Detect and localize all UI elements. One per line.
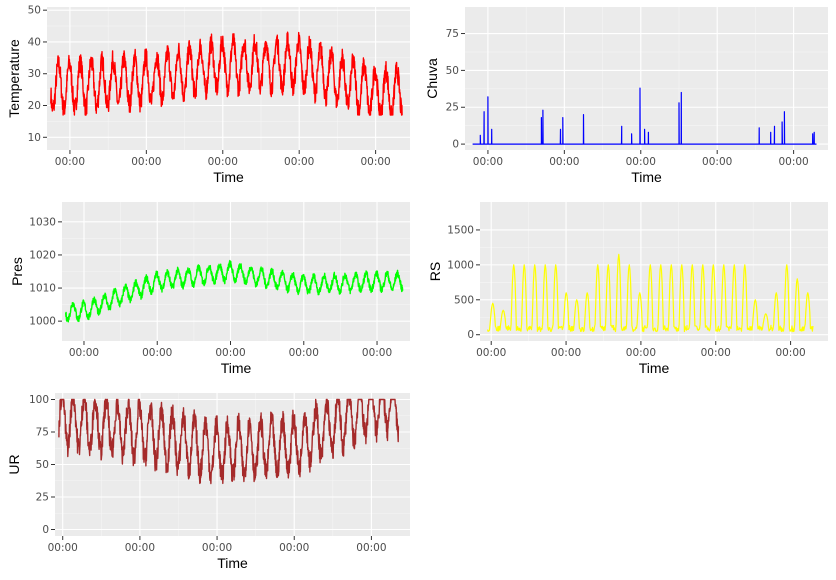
y-tick-label: 1000: [447, 259, 474, 271]
rs-series-line: [486, 253, 814, 333]
y-tick-label: 0: [42, 524, 49, 536]
x-tick-label: 00:00: [142, 347, 172, 359]
x-tick-label: 00:00: [208, 156, 238, 168]
x-tick-label: 00:00: [775, 347, 805, 359]
y-tick-label: 100: [29, 394, 49, 406]
ur-series-line: [58, 398, 400, 485]
y-tick-label: 500: [454, 294, 474, 306]
x-tick-label: 00:00: [551, 347, 581, 359]
y-tick-label: 30: [28, 68, 41, 80]
x-tick-label: 00:00: [131, 156, 161, 168]
y-tick-label: 75: [446, 28, 459, 40]
y-tick-label: 1500: [447, 224, 474, 236]
rs-x-axis-title: Time: [639, 360, 670, 376]
y-tick-label: 40: [28, 36, 41, 48]
x-tick-label: 00:00: [48, 542, 78, 554]
y-tick-label: 75: [36, 427, 49, 439]
x-tick-label: 00:00: [549, 156, 579, 168]
x-tick-label: 00:00: [476, 347, 506, 359]
x-tick-label: 00:00: [702, 156, 732, 168]
chuva-series-line: [472, 87, 817, 145]
y-tick-label: 1020: [29, 249, 56, 261]
x-tick-label: 00:00: [279, 542, 309, 554]
x-tick-label: 00:00: [289, 347, 319, 359]
y-tick-label: 0: [467, 329, 474, 341]
temperature-x-axis-title: Time: [213, 169, 244, 185]
rs-y-axis-title: RS: [427, 262, 443, 281]
y-tick-label: 1030: [29, 216, 56, 228]
chuva-x-axis-title: Time: [631, 169, 662, 185]
pres-panel: 1000 1010 1020 1030 00:00 00:00 00:00 00:00 00:0…: [9, 202, 410, 376]
pres-y-axis-title: Pres: [9, 257, 25, 286]
x-tick-label: 00:00: [125, 542, 155, 554]
y-tick-label: 10: [28, 132, 41, 144]
temperature-series-line: [50, 31, 403, 116]
chuva-plot-area: [465, 7, 828, 150]
x-tick-label: 00:00: [701, 347, 731, 359]
x-tick-label: 00:00: [626, 156, 656, 168]
pres-series-line: [65, 259, 404, 323]
x-tick-label: 00:00: [360, 156, 390, 168]
y-tick-label: 50: [446, 65, 459, 77]
ur-y-axis-title: UR: [6, 454, 22, 474]
x-tick-label: 00:00: [778, 156, 808, 168]
rs-plot-area: [480, 202, 828, 341]
x-tick-label: 00:00: [215, 347, 245, 359]
pres-x-axis-title: Time: [221, 360, 252, 376]
y-tick-label: 1010: [29, 283, 56, 295]
y-tick-label: 25: [36, 492, 49, 504]
y-tick-label: 20: [28, 100, 41, 112]
y-tick-label: 50: [36, 459, 49, 471]
chuva-y-axis-title: Chuva: [424, 58, 440, 99]
x-tick-label: 00:00: [202, 542, 232, 554]
y-tick-label: 25: [446, 102, 459, 114]
x-tick-label: 00:00: [55, 156, 85, 168]
x-tick-label: 00:00: [362, 347, 392, 359]
y-tick-label: 1000: [29, 316, 56, 328]
y-tick-label: 50: [28, 5, 41, 17]
x-tick-label: 00:00: [356, 542, 386, 554]
x-tick-label: 00:00: [69, 347, 99, 359]
temperature-y-axis-title: Temperature: [6, 39, 22, 118]
temperature-plot-area: [47, 7, 410, 150]
y-tick-label: 0: [452, 139, 459, 151]
x-tick-label: 00:00: [473, 156, 503, 168]
x-tick-label: 00:00: [284, 156, 314, 168]
x-tick-label: 00:00: [626, 347, 656, 359]
ur-x-axis-title: Time: [217, 555, 248, 571]
